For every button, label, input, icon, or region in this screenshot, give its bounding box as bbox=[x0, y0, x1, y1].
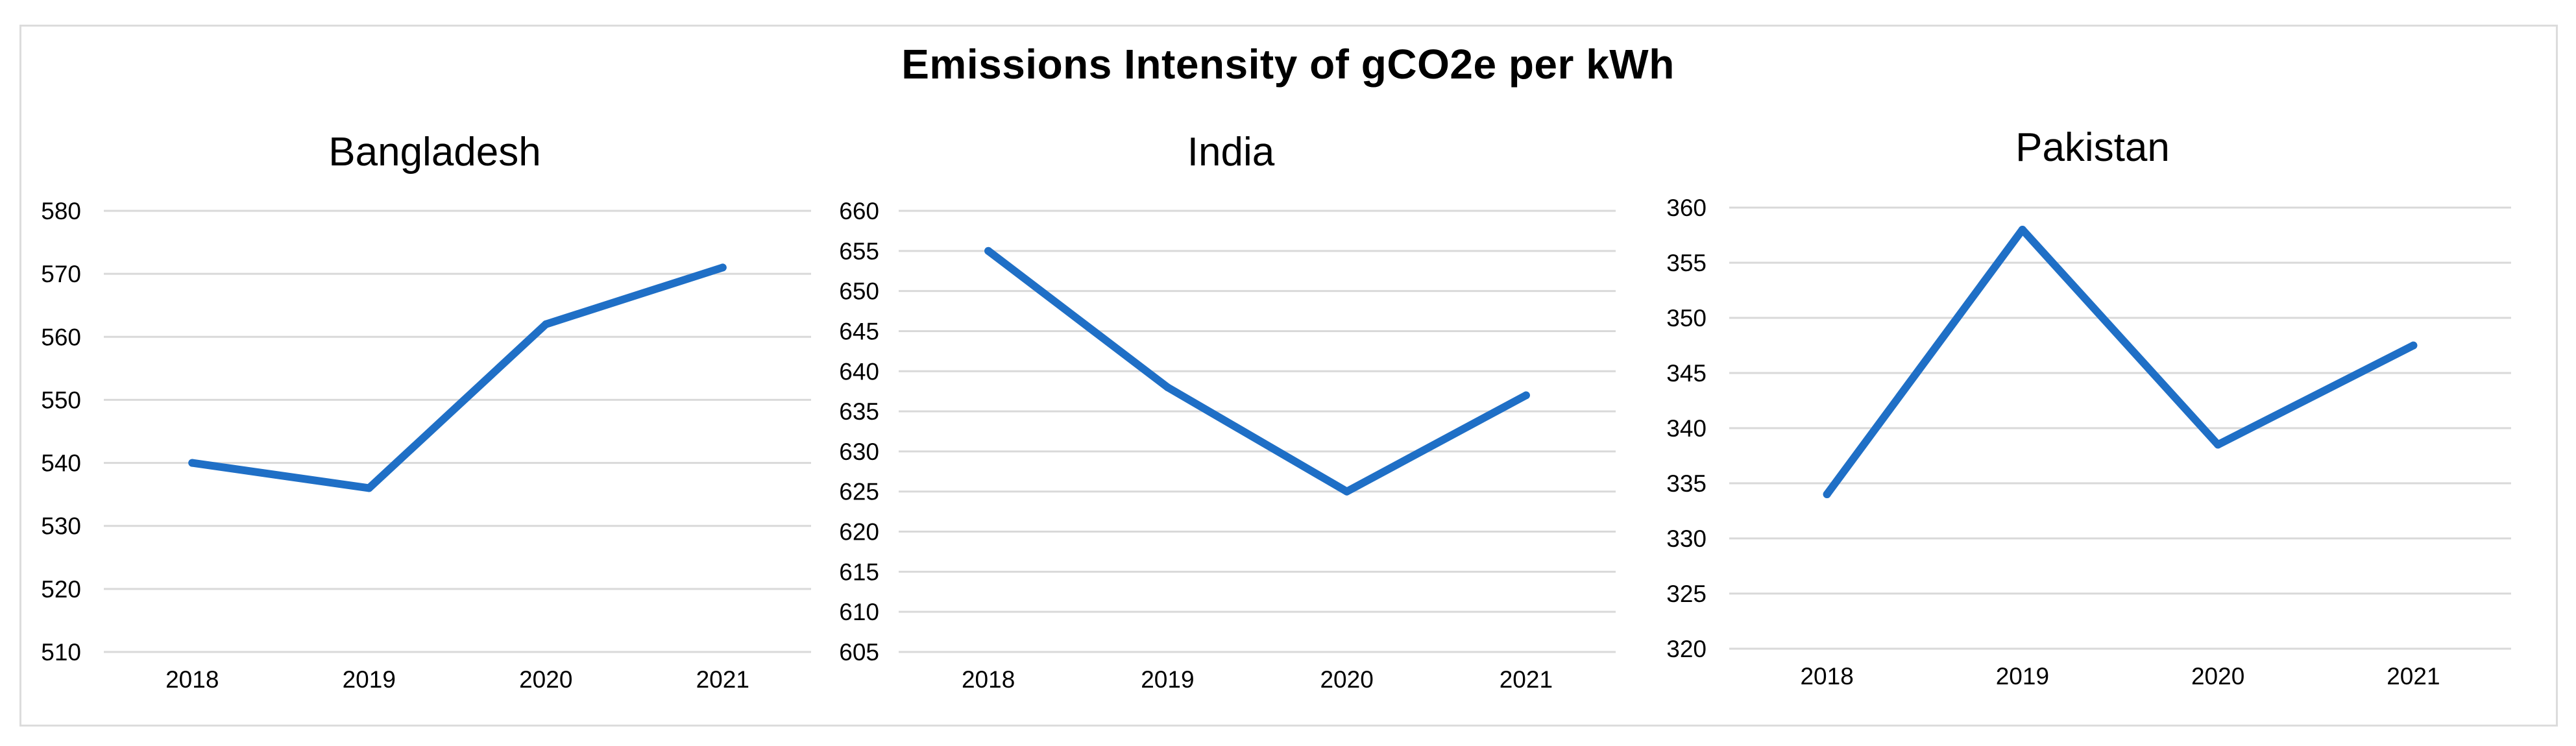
y-tick-label: 530 bbox=[41, 513, 81, 540]
y-tick-label: 645 bbox=[839, 318, 879, 344]
x-tick-label: 2019 bbox=[1996, 663, 2049, 690]
x-tick-label: 2019 bbox=[343, 666, 396, 693]
data-point bbox=[1343, 487, 1351, 496]
y-tick-label: 345 bbox=[1666, 360, 1707, 387]
series-line-pakistan bbox=[1823, 226, 2418, 498]
y-tick-label: 610 bbox=[839, 599, 879, 625]
x-tick-label: 2020 bbox=[519, 666, 572, 693]
y-tick-label: 655 bbox=[839, 238, 879, 265]
y-tick-label: 580 bbox=[41, 198, 81, 224]
y-tick-label: 605 bbox=[839, 639, 879, 666]
y-tick-label: 625 bbox=[839, 479, 879, 505]
x-tick-label: 2021 bbox=[1500, 666, 1553, 693]
y-tick-label: 615 bbox=[839, 559, 879, 585]
x-tick-label: 2018 bbox=[1800, 663, 1853, 690]
panel-title-bangladesh: Bangladesh bbox=[328, 130, 541, 174]
data-point bbox=[2214, 440, 2222, 449]
y-tick-label: 620 bbox=[839, 519, 879, 546]
data-point bbox=[984, 247, 993, 255]
x-tick-label: 2018 bbox=[962, 666, 1015, 693]
series-line-india bbox=[984, 247, 1530, 496]
data-point bbox=[718, 263, 727, 272]
y-tick-label: 635 bbox=[839, 398, 879, 425]
y-tick-label: 320 bbox=[1666, 636, 1707, 662]
y-tick-label: 330 bbox=[1666, 525, 1707, 552]
x-tick-label: 2020 bbox=[2191, 663, 2244, 690]
y-tick-label: 335 bbox=[1666, 470, 1707, 497]
y-tick-label: 540 bbox=[41, 450, 81, 477]
x-tick-label: 2020 bbox=[1320, 666, 1373, 693]
y-tick-label: 350 bbox=[1666, 305, 1707, 331]
data-point bbox=[1823, 490, 1831, 498]
y-tick-label: 355 bbox=[1666, 250, 1707, 276]
series-line-bangladesh bbox=[188, 263, 727, 492]
data-point bbox=[188, 459, 197, 467]
y-tick-label: 630 bbox=[839, 439, 879, 465]
y-tick-label: 660 bbox=[839, 198, 879, 224]
y-tick-label: 550 bbox=[41, 387, 81, 413]
y-tick-label: 560 bbox=[41, 324, 81, 350]
y-tick-label: 640 bbox=[839, 358, 879, 385]
x-tick-label: 2019 bbox=[1141, 666, 1194, 693]
y-tick-label: 360 bbox=[1666, 195, 1707, 221]
chart-main-title: Emissions Intensity of gCO2e per kWh bbox=[901, 41, 1675, 88]
data-point bbox=[2409, 341, 2418, 350]
data-point bbox=[365, 484, 373, 492]
panel-title-pakistan: Pakistan bbox=[2015, 125, 2170, 170]
y-tick-label: 650 bbox=[839, 278, 879, 305]
y-tick-label: 325 bbox=[1666, 581, 1707, 607]
data-point bbox=[1163, 383, 1172, 391]
data-point bbox=[2018, 226, 2026, 234]
panel-title-india: India bbox=[1187, 130, 1275, 174]
y-tick-label: 510 bbox=[41, 639, 81, 666]
data-point bbox=[1522, 391, 1530, 400]
y-tick-label: 520 bbox=[41, 576, 81, 603]
x-tick-label: 2021 bbox=[2387, 663, 2440, 690]
data-point bbox=[542, 320, 550, 328]
x-tick-label: 2021 bbox=[696, 666, 749, 693]
y-tick-label: 570 bbox=[41, 261, 81, 287]
chart-frame bbox=[19, 25, 2558, 727]
x-tick-label: 2018 bbox=[165, 666, 219, 693]
y-tick-label: 340 bbox=[1666, 415, 1707, 442]
